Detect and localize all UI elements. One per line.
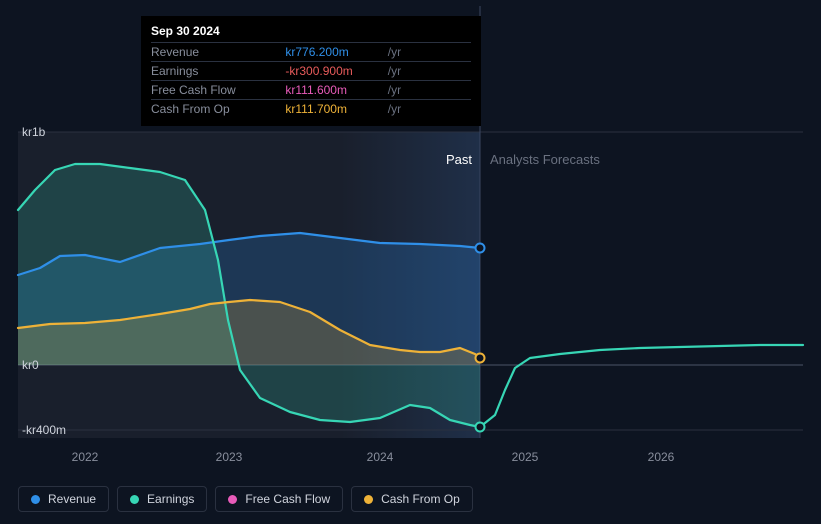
legend-item-fcf[interactable]: Free Cash Flow [215, 486, 343, 512]
chart-legend: Revenue Earnings Free Cash Flow Cash From O… [18, 486, 473, 512]
tooltip-row-label: Revenue [151, 43, 285, 62]
y-axis-label: kr0 [22, 358, 39, 372]
legend-label: Free Cash Flow [245, 492, 330, 506]
legend-item-earnings[interactable]: Earnings [117, 486, 207, 512]
legend-swatch-icon [31, 495, 40, 504]
tooltip-row-unit: /yr [388, 43, 471, 62]
y-axis-label: kr1b [22, 125, 45, 139]
tooltip-date: Sep 30 2024 [151, 24, 471, 42]
zone-label-past: Past [446, 152, 472, 167]
legend-swatch-icon [228, 495, 237, 504]
tooltip-row-unit: /yr [388, 81, 471, 100]
tooltip-row-label: Earnings [151, 62, 285, 81]
tooltip-row: Cash From Op kr111.700m /yr [151, 100, 471, 119]
legend-label: Revenue [48, 492, 96, 506]
legend-item-cfo[interactable]: Cash From Op [351, 486, 473, 512]
x-axis-label: 2022 [72, 450, 99, 464]
legend-swatch-icon [364, 495, 373, 504]
tooltip-row-value: kr111.600m [285, 81, 387, 100]
tooltip-row-value: kr111.700m [285, 100, 387, 119]
tooltip-row-label: Free Cash Flow [151, 81, 285, 100]
legend-item-revenue[interactable]: Revenue [18, 486, 109, 512]
legend-label: Cash From Op [381, 492, 460, 506]
legend-swatch-icon [130, 495, 139, 504]
tooltip-row-label: Cash From Op [151, 100, 285, 119]
x-axis-label: 2025 [512, 450, 539, 464]
x-axis-label: 2024 [367, 450, 394, 464]
y-axis-label: -kr400m [22, 423, 66, 437]
tooltip-table: Revenue kr776.200m /yrEarnings -kr300.90… [151, 42, 471, 118]
x-axis-label: 2023 [216, 450, 243, 464]
tooltip-row-value: -kr300.900m [285, 62, 387, 81]
tooltip-row-value: kr776.200m [285, 43, 387, 62]
legend-label: Earnings [147, 492, 194, 506]
tooltip-row: Free Cash Flow kr111.600m /yr [151, 81, 471, 100]
tooltip-row-unit: /yr [388, 62, 471, 81]
chart-tooltip: Sep 30 2024 Revenue kr776.200m /yrEarnin… [141, 16, 481, 126]
tooltip-row: Revenue kr776.200m /yr [151, 43, 471, 62]
tooltip-row-unit: /yr [388, 100, 471, 119]
x-axis-label: 2026 [648, 450, 675, 464]
tooltip-row: Earnings -kr300.900m /yr [151, 62, 471, 81]
zone-label-forecast: Analysts Forecasts [490, 152, 600, 167]
